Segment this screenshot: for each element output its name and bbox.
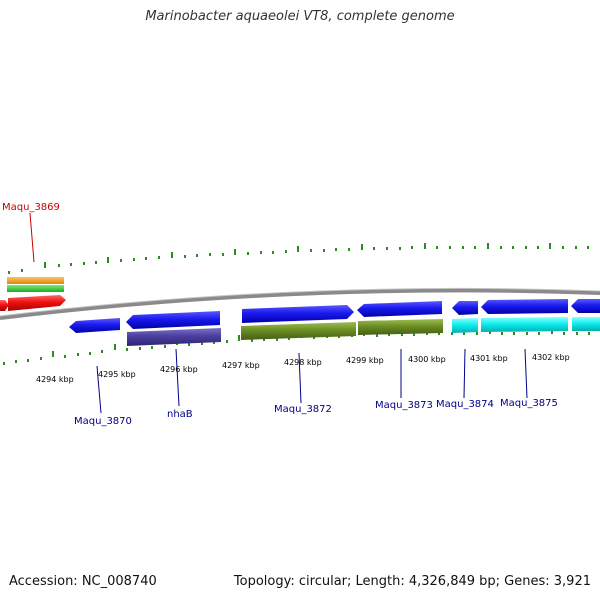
upper-tick-row	[8, 243, 589, 274]
gene-maqu3872[interactable]	[241, 305, 356, 340]
scale-label-4300: 4300 kbp	[408, 355, 446, 364]
genome-title: Marinobacter aquaeolei VT8, complete gen…	[145, 9, 455, 24]
genome-backbone	[0, 288, 600, 320]
scale-label-4294: 4294 kbp	[36, 375, 74, 384]
gene-maqu3869[interactable]	[0, 277, 66, 311]
gene-maqu3873[interactable]	[357, 301, 443, 335]
accession-label: Accession: NC_008740	[9, 574, 157, 589]
gene-label-maqu3872[interactable]: Maqu_3872	[274, 404, 332, 415]
scale-label-4297: 4297 kbp	[222, 361, 260, 370]
label-leader-lines	[29, 212, 528, 414]
gene-maqu3870[interactable]	[69, 318, 120, 333]
genome-summary: Topology: circular; Length: 4,326,849 bp…	[233, 574, 591, 589]
gene-label-maqu3873[interactable]: Maqu_3873	[375, 400, 433, 411]
gene-partial-right[interactable]	[571, 299, 600, 331]
gene-label-maqu3870[interactable]: Maqu_3870	[74, 416, 132, 427]
gene-label-maqu3875[interactable]: Maqu_3875	[500, 398, 558, 409]
gene-label-maqu3874[interactable]: Maqu_3874	[436, 399, 494, 410]
scale-label-4298: 4298 kbp	[284, 358, 322, 367]
gene-maqu3875[interactable]	[481, 299, 568, 332]
gene-nhab[interactable]	[126, 311, 221, 346]
scale-label-4301: 4301 kbp	[470, 354, 508, 363]
gene-label-maqu3869[interactable]: Maqu_3869	[2, 202, 60, 213]
scale-label-4302: 4302 kbp	[532, 353, 570, 362]
gene-label-nhab[interactable]: nhaB	[167, 409, 193, 420]
scale-label-4295: 4295 kbp	[98, 370, 136, 379]
gene-maqu3874[interactable]	[452, 301, 478, 333]
scale-label-4299: 4299 kbp	[346, 356, 384, 365]
scale-label-4296: 4296 kbp	[160, 365, 198, 374]
